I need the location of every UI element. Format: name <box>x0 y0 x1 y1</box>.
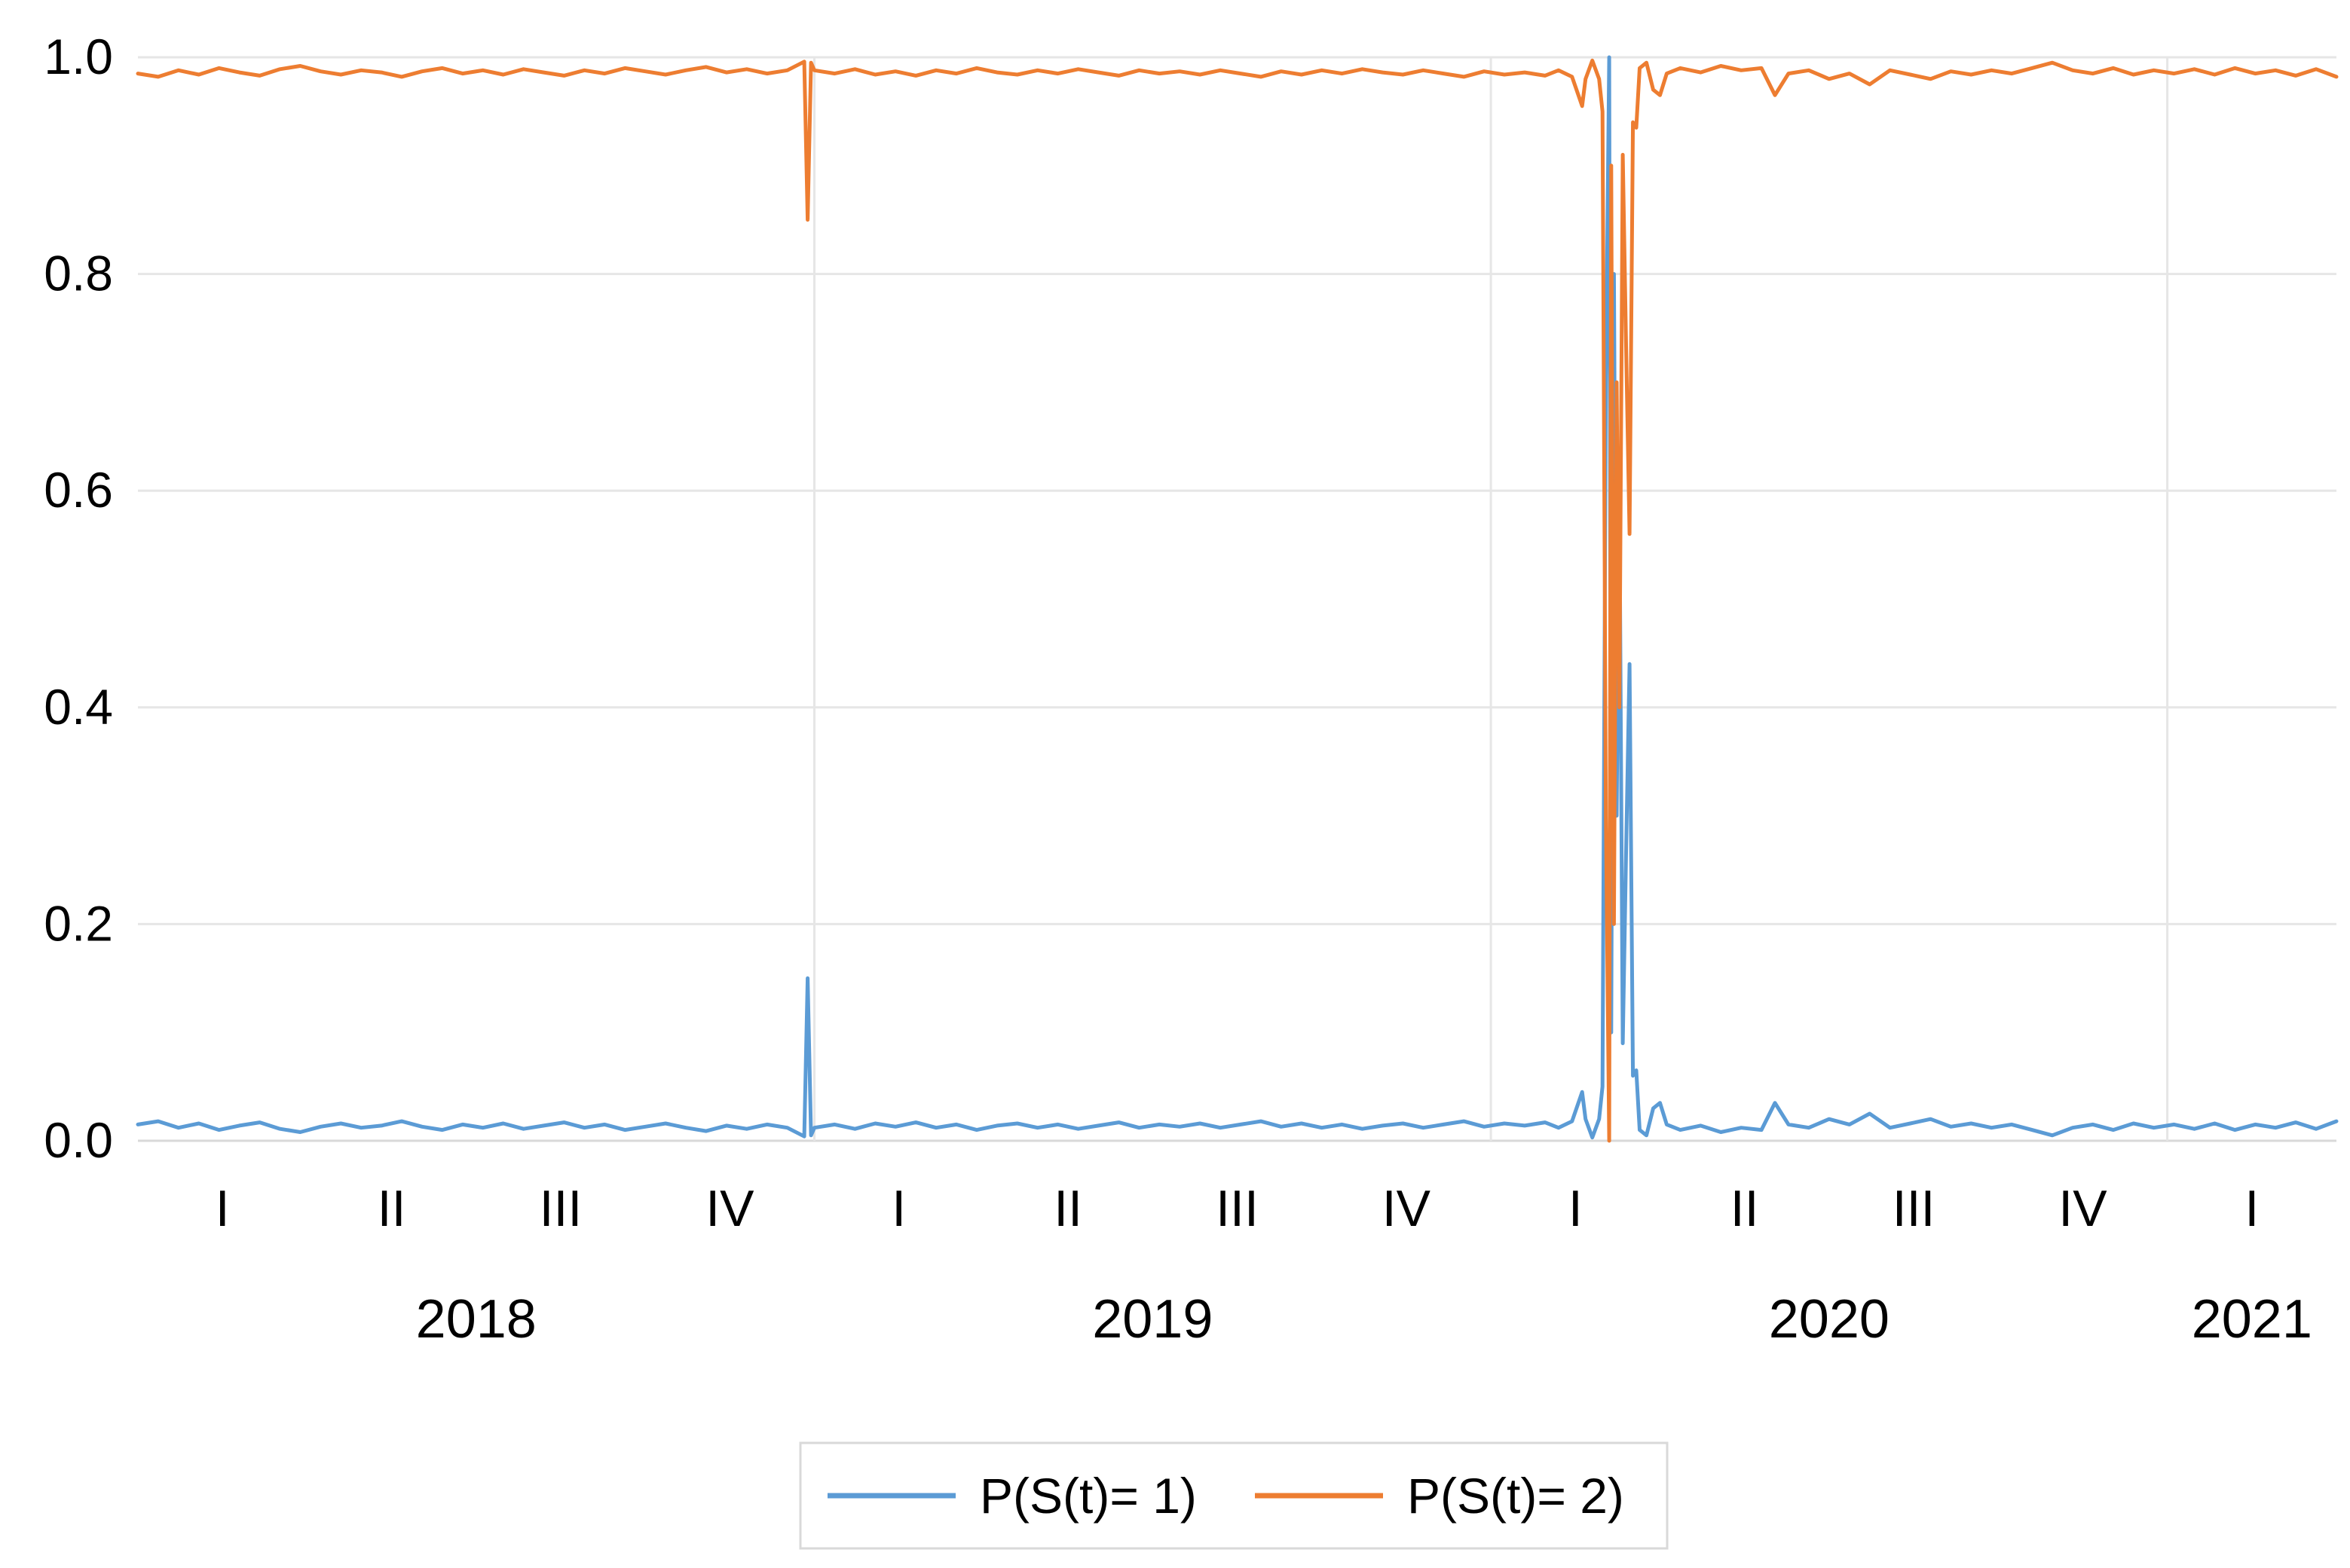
legend: P(S(t)= 1) P(S(t)= 2) <box>799 1441 1669 1550</box>
quarter-label: II <box>1054 1180 1082 1237</box>
y-tick-label: 0.0 <box>44 1112 113 1168</box>
quarter-label: I <box>216 1180 230 1237</box>
quarter-label: IV <box>1382 1180 1431 1237</box>
quarter-label: II <box>1730 1180 1759 1237</box>
quarter-label: I <box>1568 1180 1583 1237</box>
series-line-1 <box>136 55 2339 1140</box>
plot-area <box>136 55 2339 1143</box>
quarter-label: IV <box>2058 1180 2107 1237</box>
year-label: 2020 <box>1769 1289 1889 1349</box>
legend-label: P(S(t)= 2) <box>1407 1468 1624 1524</box>
quarter-label: III <box>540 1180 583 1237</box>
year-label: 2021 <box>2192 1289 2312 1349</box>
grid <box>138 56 2336 1142</box>
quarter-label: III <box>1216 1180 1259 1237</box>
year-label: 2018 <box>416 1289 537 1349</box>
axes: 0.00.20.40.60.81.0I II III IV I II III IV I II III… <box>44 29 2312 1349</box>
year-label: 2019 <box>1092 1289 1213 1349</box>
y-tick-label: 0.6 <box>44 462 113 518</box>
series-line-2 <box>136 58 2339 1143</box>
quarter-label: III <box>1893 1180 1935 1237</box>
y-tick-label: 0.4 <box>44 679 113 735</box>
y-tick-label: 1.0 <box>44 29 113 84</box>
legend-label: P(S(t)= 1) <box>980 1468 1197 1524</box>
quarter-label: II <box>378 1180 406 1237</box>
quarter-label: IV <box>705 1180 754 1237</box>
y-tick-label: 0.2 <box>44 895 113 951</box>
quarter-label: I <box>892 1180 906 1237</box>
quarter-label: I <box>2244 1180 2259 1237</box>
y-tick-label: 0.8 <box>44 246 113 301</box>
